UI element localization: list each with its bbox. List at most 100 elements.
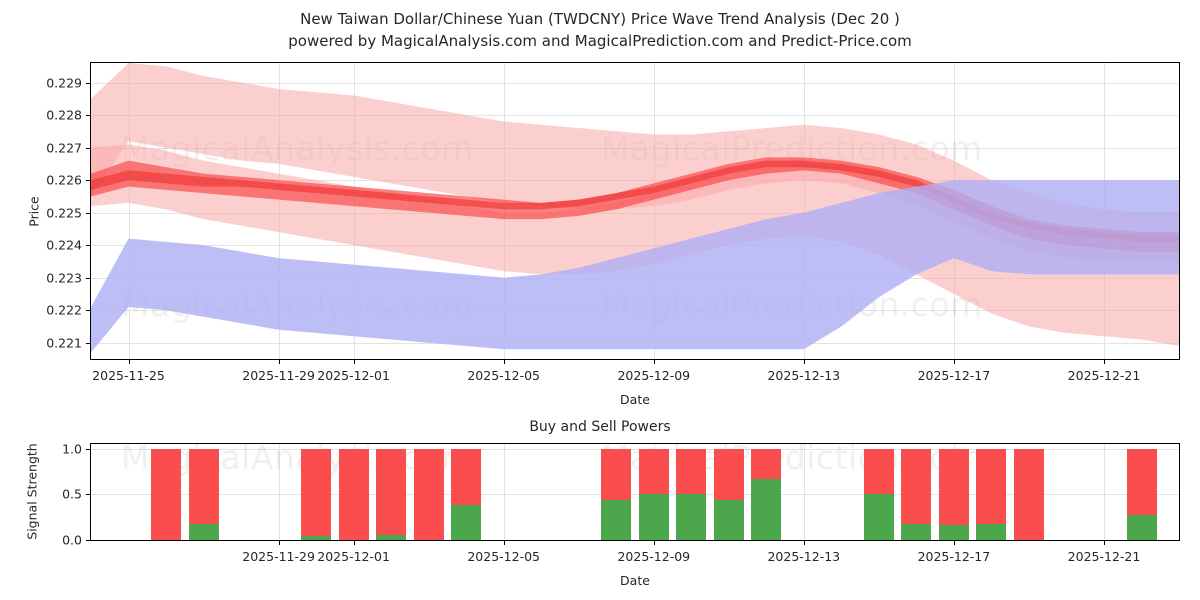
signal-bar[interactable]: [713, 448, 744, 540]
signal-gridline-h: [91, 494, 1179, 496]
signal-bar[interactable]: [863, 448, 894, 540]
buy-power-segment: [713, 499, 744, 540]
sell-power-segment: [376, 448, 407, 540]
signal-bar[interactable]: [1013, 448, 1044, 540]
signal-gridline-v: [503, 444, 505, 540]
price-gridline-h: [91, 115, 1179, 116]
signal-gridline-h: [91, 540, 1179, 541]
price-chart-yaxis-label: Price: [26, 196, 42, 227]
signal-xtick-mark: [1104, 541, 1105, 545]
price-xtick-mark: [353, 360, 355, 364]
sell-power-segment: [338, 448, 369, 540]
signal-ytick-label: 0.0: [62, 532, 82, 548]
signal-bar[interactable]: [376, 448, 407, 540]
signal-gridline-h: [91, 448, 1179, 450]
price-xtick-mark: [803, 360, 805, 364]
signal-xtick-mark: [803, 541, 805, 545]
price-ytick-label: 0.226: [46, 172, 82, 188]
price-chart-xaxis-label: Date: [620, 392, 650, 407]
signal-xtick-label: 2025-12-09: [617, 549, 691, 564]
buy-power-segment: [938, 525, 969, 540]
price-xtick-label: 2025-12-01: [317, 368, 390, 383]
price-ytick-label: 0.222: [46, 302, 82, 318]
price-ytick-label: 0.224: [46, 237, 82, 253]
signal-bar[interactable]: [601, 448, 632, 540]
signal-ytick-mark: [86, 448, 90, 450]
title-line-2: powered by MagicalAnalysis.com and Magic…: [288, 32, 912, 50]
buy-power-segment: [601, 499, 632, 540]
price-ytick-mark: [86, 115, 90, 116]
price-xtick-mark: [1104, 360, 1105, 364]
price-ytick-label: 0.221: [46, 335, 82, 351]
title-line-1: New Taiwan Dollar/Chinese Yuan (TWDCNY) …: [300, 10, 900, 28]
buy-power-segment: [676, 494, 707, 540]
buy-power-segment: [863, 494, 894, 540]
buy-power-segment: [1126, 515, 1157, 540]
signal-bar[interactable]: [938, 448, 969, 540]
price-ytick-label: 0.227: [46, 140, 82, 156]
price-xtick-label: 2025-12-09: [617, 368, 691, 383]
signal-xtick-mark: [653, 541, 655, 545]
signal-xtick-mark: [503, 541, 505, 545]
band-forecast-band-blue: [91, 180, 1179, 353]
sell-power-segment: [938, 448, 969, 540]
buy-power-segment: [451, 505, 482, 540]
signal-xtick-mark: [953, 541, 955, 545]
signal-bar[interactable]: [976, 448, 1007, 540]
signal-gridline-v: [1104, 444, 1105, 540]
price-xtick-label: 2025-12-13: [767, 368, 841, 383]
signal-bar[interactable]: [751, 448, 782, 540]
signal-gridline-v: [278, 444, 280, 540]
price-ytick-mark: [86, 310, 90, 312]
price-chart-plot-area: MagicalAnalysis.com MagicalPrediction.co…: [90, 62, 1180, 360]
signal-bar[interactable]: [451, 448, 482, 540]
buy-power-segment: [376, 535, 407, 540]
buy-power-segment: [751, 478, 782, 540]
signal-bar[interactable]: [901, 448, 932, 540]
buy-power-segment: [901, 524, 932, 540]
signal-xtick-label: 2025-12-05: [467, 549, 541, 564]
price-xtick-mark: [503, 360, 505, 364]
signal-chart-yaxis-label: Signal Strength: [24, 443, 40, 540]
signal-ytick-label: 0.5: [62, 486, 82, 502]
signal-bar[interactable]: [151, 448, 181, 540]
signal-bar[interactable]: [188, 448, 219, 540]
page-title: New Taiwan Dollar/Chinese Yuan (TWDCNY) …: [0, 8, 1200, 52]
signal-bar[interactable]: [413, 448, 444, 540]
price-xtick-label: 2025-11-25: [92, 368, 165, 383]
price-ytick-label: 0.223: [46, 270, 82, 286]
signal-bar[interactable]: [1126, 448, 1157, 540]
signal-xtick-label: 2025-12-01: [317, 549, 390, 564]
signal-bar[interactable]: [638, 448, 669, 540]
signal-chart-xaxis-label: Date: [620, 573, 650, 588]
band-price-core-band-inner: [91, 160, 1179, 242]
price-ytick-mark: [86, 277, 90, 279]
signal-chart-plot-area: MagicalAnalysis.com MagicalPrediction.co…: [90, 443, 1180, 541]
sell-power-segment: [1013, 448, 1044, 540]
price-gridline-h: [91, 82, 1179, 84]
signal-bar[interactable]: [301, 448, 332, 540]
price-ytick-mark: [86, 82, 90, 84]
signal-xtick-label: 2025-12-13: [767, 549, 841, 564]
signal-ytick-label: 1.0: [62, 441, 82, 457]
sell-power-segment: [151, 448, 181, 540]
price-ytick-mark: [86, 245, 90, 247]
signal-ytick-mark: [86, 540, 90, 541]
price-gridline-v: [128, 63, 130, 359]
band-resistance-band-outer: [91, 63, 1179, 262]
buy-power-segment: [188, 524, 219, 540]
price-ytick-label: 0.228: [46, 107, 82, 123]
price-wave-bands: [91, 63, 1179, 353]
signal-bar[interactable]: [676, 448, 707, 540]
price-xtick-mark: [278, 360, 280, 364]
price-xtick-mark: [653, 360, 655, 364]
signal-xtick-mark: [353, 541, 355, 545]
price-ytick-mark: [86, 147, 90, 149]
price-xtick-mark: [128, 360, 130, 364]
sell-power-segment: [413, 448, 444, 540]
buy-power-segment: [976, 524, 1007, 540]
signal-xtick-label: 2025-11-29: [242, 549, 315, 564]
price-xtick-label: 2025-12-05: [467, 368, 541, 383]
signal-bar[interactable]: [338, 448, 369, 540]
